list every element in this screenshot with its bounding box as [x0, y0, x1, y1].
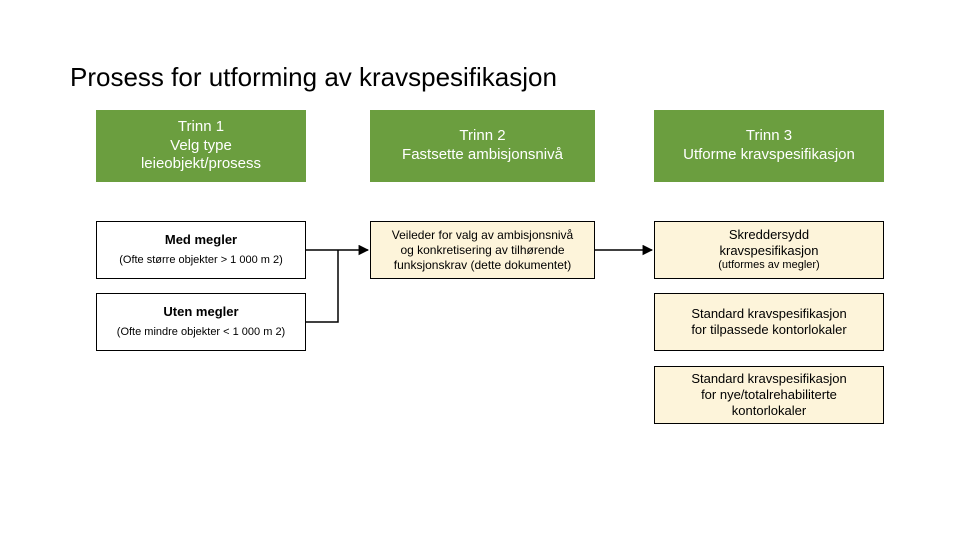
uten-megler-sub: (Ofte mindre objekter < 1 000 m 2) [117, 326, 285, 340]
standard-nye-box: Standard kravspesifikasjon for nye/total… [654, 366, 884, 424]
step-1-header: Trinn 1 Velg type leieobjekt/prosess [96, 110, 306, 182]
skreddersydd-l1: Skreddersydd [729, 227, 809, 243]
standard-tilpassede-l2: for tilpassede kontorlokaler [691, 322, 846, 338]
step-2-header: Trinn 2 Fastsette ambisjonsnivå [370, 110, 595, 182]
standard-nye-l3: kontorlokaler [732, 403, 806, 419]
uten-megler-title: Uten megler [163, 304, 238, 320]
page-title: Prosess for utforming av kravspesifikasj… [70, 62, 557, 93]
standard-nye-l2: for nye/totalrehabiliterte [701, 387, 837, 403]
step-3-l2: Utforme kravspesifikasjon [683, 146, 855, 165]
skreddersydd-sub: (utformes av megler) [718, 259, 819, 273]
veileder-l3: funksjonskrav (dette dokumentet) [394, 258, 571, 273]
skreddersydd-box: Skreddersydd kravspesifikasjon (utformes… [654, 221, 884, 279]
step-2-l2: Fastsette ambisjonsnivå [402, 146, 563, 165]
standard-tilpassede-l1: Standard kravspesifikasjon [691, 306, 846, 322]
step-2-l1: Trinn 2 [459, 127, 505, 146]
step-3-header: Trinn 3 Utforme kravspesifikasjon [654, 110, 884, 182]
med-megler-sub: (Ofte større objekter > 1 000 m 2) [119, 254, 283, 268]
med-megler-title: Med megler [165, 232, 237, 248]
step-1-l2: Velg type [170, 137, 232, 156]
step-3-l1: Trinn 3 [746, 127, 792, 146]
standard-tilpassede-box: Standard kravspesifikasjon for tilpassed… [654, 293, 884, 351]
veileder-l1: Veileder for valg av ambisjonsnivå [392, 228, 573, 243]
med-megler-box: Med megler (Ofte større objekter > 1 000… [96, 221, 306, 279]
connector-3a [306, 250, 338, 322]
veileder-box: Veileder for valg av ambisjonsnivå og ko… [370, 221, 595, 279]
skreddersydd-l2: kravspesifikasjon [720, 243, 819, 259]
veileder-l2: og konkretisering av tilhørende [400, 243, 564, 258]
step-1-l3: leieobjekt/prosess [141, 155, 261, 174]
step-1-l1: Trinn 1 [178, 118, 224, 137]
uten-megler-box: Uten megler (Ofte mindre objekter < 1 00… [96, 293, 306, 351]
standard-nye-l1: Standard kravspesifikasjon [691, 371, 846, 387]
